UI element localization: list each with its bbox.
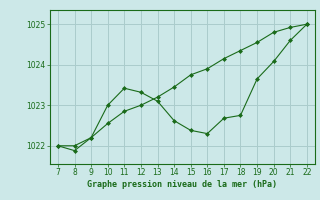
X-axis label: Graphe pression niveau de la mer (hPa): Graphe pression niveau de la mer (hPa) — [87, 180, 277, 189]
